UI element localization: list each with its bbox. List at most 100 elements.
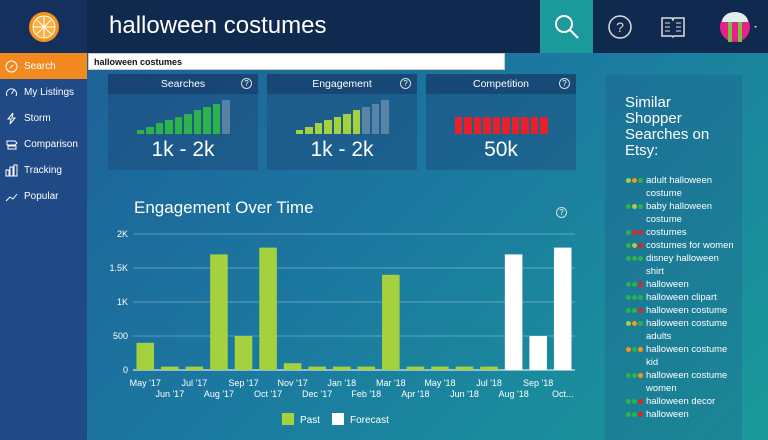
level-bar [146,126,154,134]
x-tick-label: Jan '18 [327,378,356,388]
similar-search-link[interactable]: halloween costume women [646,370,728,394]
sidebar-item-comparison[interactable]: Comparison [0,131,87,157]
guide-button[interactable] [646,0,699,53]
chart-help-icon[interactable]: ? [556,207,567,218]
similar-search-item[interactable]: costumes for women [626,239,736,252]
help-icon[interactable]: ? [400,78,411,89]
bar-past[interactable] [332,366,351,370]
bar-past[interactable] [382,274,400,370]
score-dots [626,252,646,278]
level-bar [165,120,173,134]
level-bar [295,130,303,134]
similar-search-item[interactable]: halloween costume [626,304,736,317]
similar-search-item[interactable]: halloween clipart [626,291,736,304]
bar-past[interactable] [455,366,474,370]
similar-title: Similar Shopper Searches on Etsy: [625,94,710,159]
level-bar [203,106,211,134]
bar-past[interactable] [136,342,155,370]
bar-past[interactable] [308,366,326,370]
level-bar [371,103,379,134]
sidebar-item-search[interactable]: Search [0,53,87,79]
sidebar-item-popular[interactable]: Popular [0,183,87,209]
similar-search-link[interactable]: halloween costume kid [646,344,728,368]
bar-forecast[interactable] [553,247,572,370]
level-bar [212,103,220,134]
help-icon[interactable]: ? [241,78,252,89]
score-dots [626,395,646,408]
help-icon[interactable]: ? [559,78,570,89]
similar-search-item[interactable]: halloween costume women [626,369,736,395]
logo[interactable] [0,0,87,53]
x-tick-label: Apr '18 [401,389,429,399]
level-bar [464,117,472,134]
x-tick-label: Sep '17 [228,378,258,388]
similar-search-item[interactable]: halloween decor [626,395,736,408]
score-dots [626,369,646,395]
level-bar [473,117,481,134]
x-tick-label: Jul '18 [476,378,502,388]
x-tick-label: Mar '18 [376,378,406,388]
search-button[interactable] [540,0,593,53]
similar-search-link[interactable]: halloween decor [646,396,716,407]
similar-search-link[interactable]: disney halloween shirt [646,253,719,277]
level-bar [305,126,313,134]
x-tick-label: Jun '17 [155,389,184,399]
similar-search-item[interactable]: disney halloween shirt [626,252,736,278]
similar-search-item[interactable]: costumes [626,226,736,239]
sidebar-item-my-listings[interactable]: My Listings [0,79,87,105]
lightning-icon [6,112,17,124]
similar-search-link[interactable]: halloween [646,279,689,290]
bar-past[interactable] [406,366,425,370]
bar-past[interactable] [185,366,204,370]
card-value: 1k - 2k [151,138,215,161]
x-tick-label: Aug '18 [498,389,528,399]
help-button[interactable]: ? [593,0,646,53]
level-bar [314,123,322,134]
legend-label[interactable]: Past [300,415,320,426]
legend-swatch[interactable] [332,413,344,425]
bar-past[interactable] [431,366,449,370]
bar-past[interactable] [210,254,228,370]
sidebar-item-tracking[interactable]: Tracking [0,157,87,183]
user-menu[interactable] [709,0,768,53]
signpost-icon [6,140,18,149]
similar-search-link[interactable]: halloween clipart [646,292,717,303]
similar-search-link[interactable]: costumes for women [646,240,734,251]
bar-past[interactable] [283,363,302,370]
similar-searches-panel: Similar Shopper Searches on Etsy: adult … [605,75,742,440]
similar-search-item[interactable]: halloween [626,278,736,291]
bar-past[interactable] [161,366,179,370]
orange-logo-icon [28,11,59,42]
similar-search-link[interactable]: halloween [646,409,689,420]
bar-forecast[interactable] [504,254,523,370]
sidebar-item-storm[interactable]: Storm [0,105,87,131]
similar-search-link[interactable]: adult halloween costume [646,175,713,199]
legend-swatch[interactable] [282,413,294,425]
x-tick-label: Jun '18 [450,389,479,399]
similar-search-link[interactable]: halloween costume adults [646,318,728,342]
bar-past[interactable] [259,247,277,370]
bar-past[interactable] [480,366,498,370]
level-bar [324,120,332,134]
bar-past[interactable] [234,336,253,370]
score-dots [626,408,646,421]
similar-search-item[interactable]: halloween [626,408,736,421]
similar-search-link[interactable]: costumes [646,227,687,238]
bar-past[interactable] [357,366,376,370]
similar-search-item[interactable]: halloween costume kid [626,343,736,369]
card-label: Engagement [312,78,372,90]
level-bar [362,106,370,134]
bar-forecast[interactable] [529,336,547,370]
similar-search-link[interactable]: baby halloween costume [646,201,713,225]
similar-search-item[interactable]: halloween costume adults [626,317,736,343]
help-icon: ? [607,14,632,39]
similar-search-link[interactable]: halloween costume [646,305,728,316]
legend-label[interactable]: Forecast [350,415,389,426]
level-bar [343,113,351,134]
level-bar [333,116,341,134]
search-input[interactable]: halloween costumes [88,53,505,70]
level-bar [352,110,360,134]
similar-search-item[interactable]: baby halloween costume [626,200,736,226]
similar-search-item[interactable]: adult halloween costume [626,174,736,200]
